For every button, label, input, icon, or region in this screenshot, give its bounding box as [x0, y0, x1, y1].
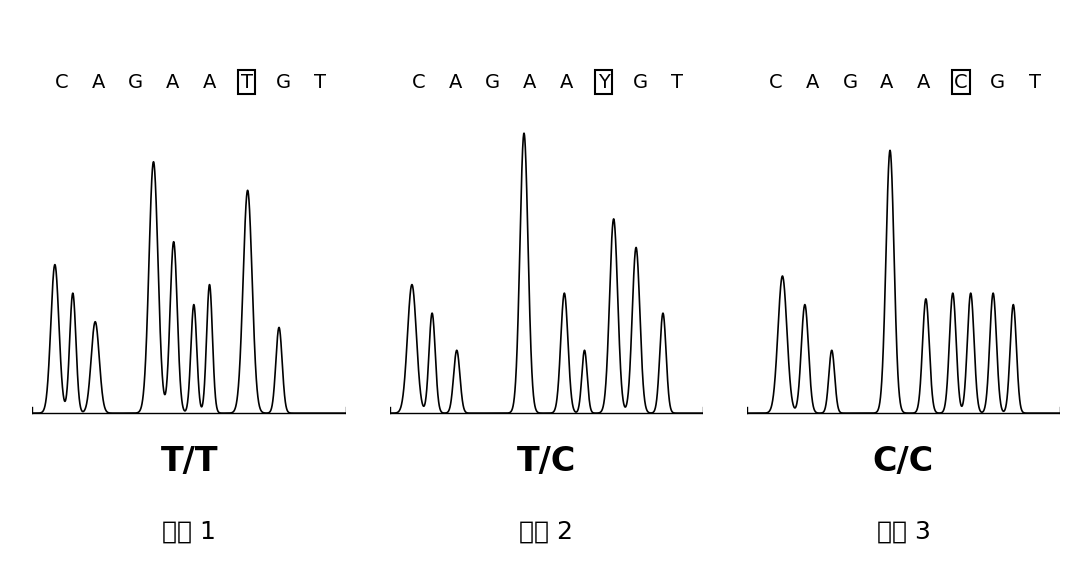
- Text: T: T: [315, 72, 327, 92]
- Text: 序列 3: 序列 3: [876, 520, 931, 544]
- Text: G: G: [486, 72, 501, 92]
- Text: T: T: [240, 72, 252, 92]
- Text: A: A: [449, 72, 463, 92]
- Text: 序列 2: 序列 2: [519, 520, 573, 544]
- Text: C: C: [412, 72, 426, 92]
- Text: C: C: [55, 72, 69, 92]
- Text: A: A: [560, 72, 573, 92]
- Text: G: G: [129, 72, 144, 92]
- Text: A: A: [523, 72, 537, 92]
- Text: A: A: [880, 72, 894, 92]
- Text: A: A: [203, 72, 216, 92]
- Text: A: A: [166, 72, 180, 92]
- Text: G: G: [276, 72, 291, 92]
- Text: C: C: [954, 72, 967, 92]
- Text: G: G: [843, 72, 858, 92]
- Text: T: T: [1029, 72, 1041, 92]
- Text: C/C: C/C: [873, 445, 934, 478]
- Text: 序列 1: 序列 1: [162, 520, 216, 544]
- Text: A: A: [918, 72, 931, 92]
- Text: C: C: [769, 72, 783, 92]
- Text: G: G: [990, 72, 1005, 92]
- Text: A: A: [806, 72, 820, 92]
- Text: G: G: [633, 72, 648, 92]
- Text: T/T: T/T: [160, 445, 219, 478]
- Text: T/C: T/C: [517, 445, 576, 478]
- Text: Y: Y: [597, 72, 609, 92]
- Text: A: A: [92, 72, 106, 92]
- Text: T: T: [672, 72, 684, 92]
